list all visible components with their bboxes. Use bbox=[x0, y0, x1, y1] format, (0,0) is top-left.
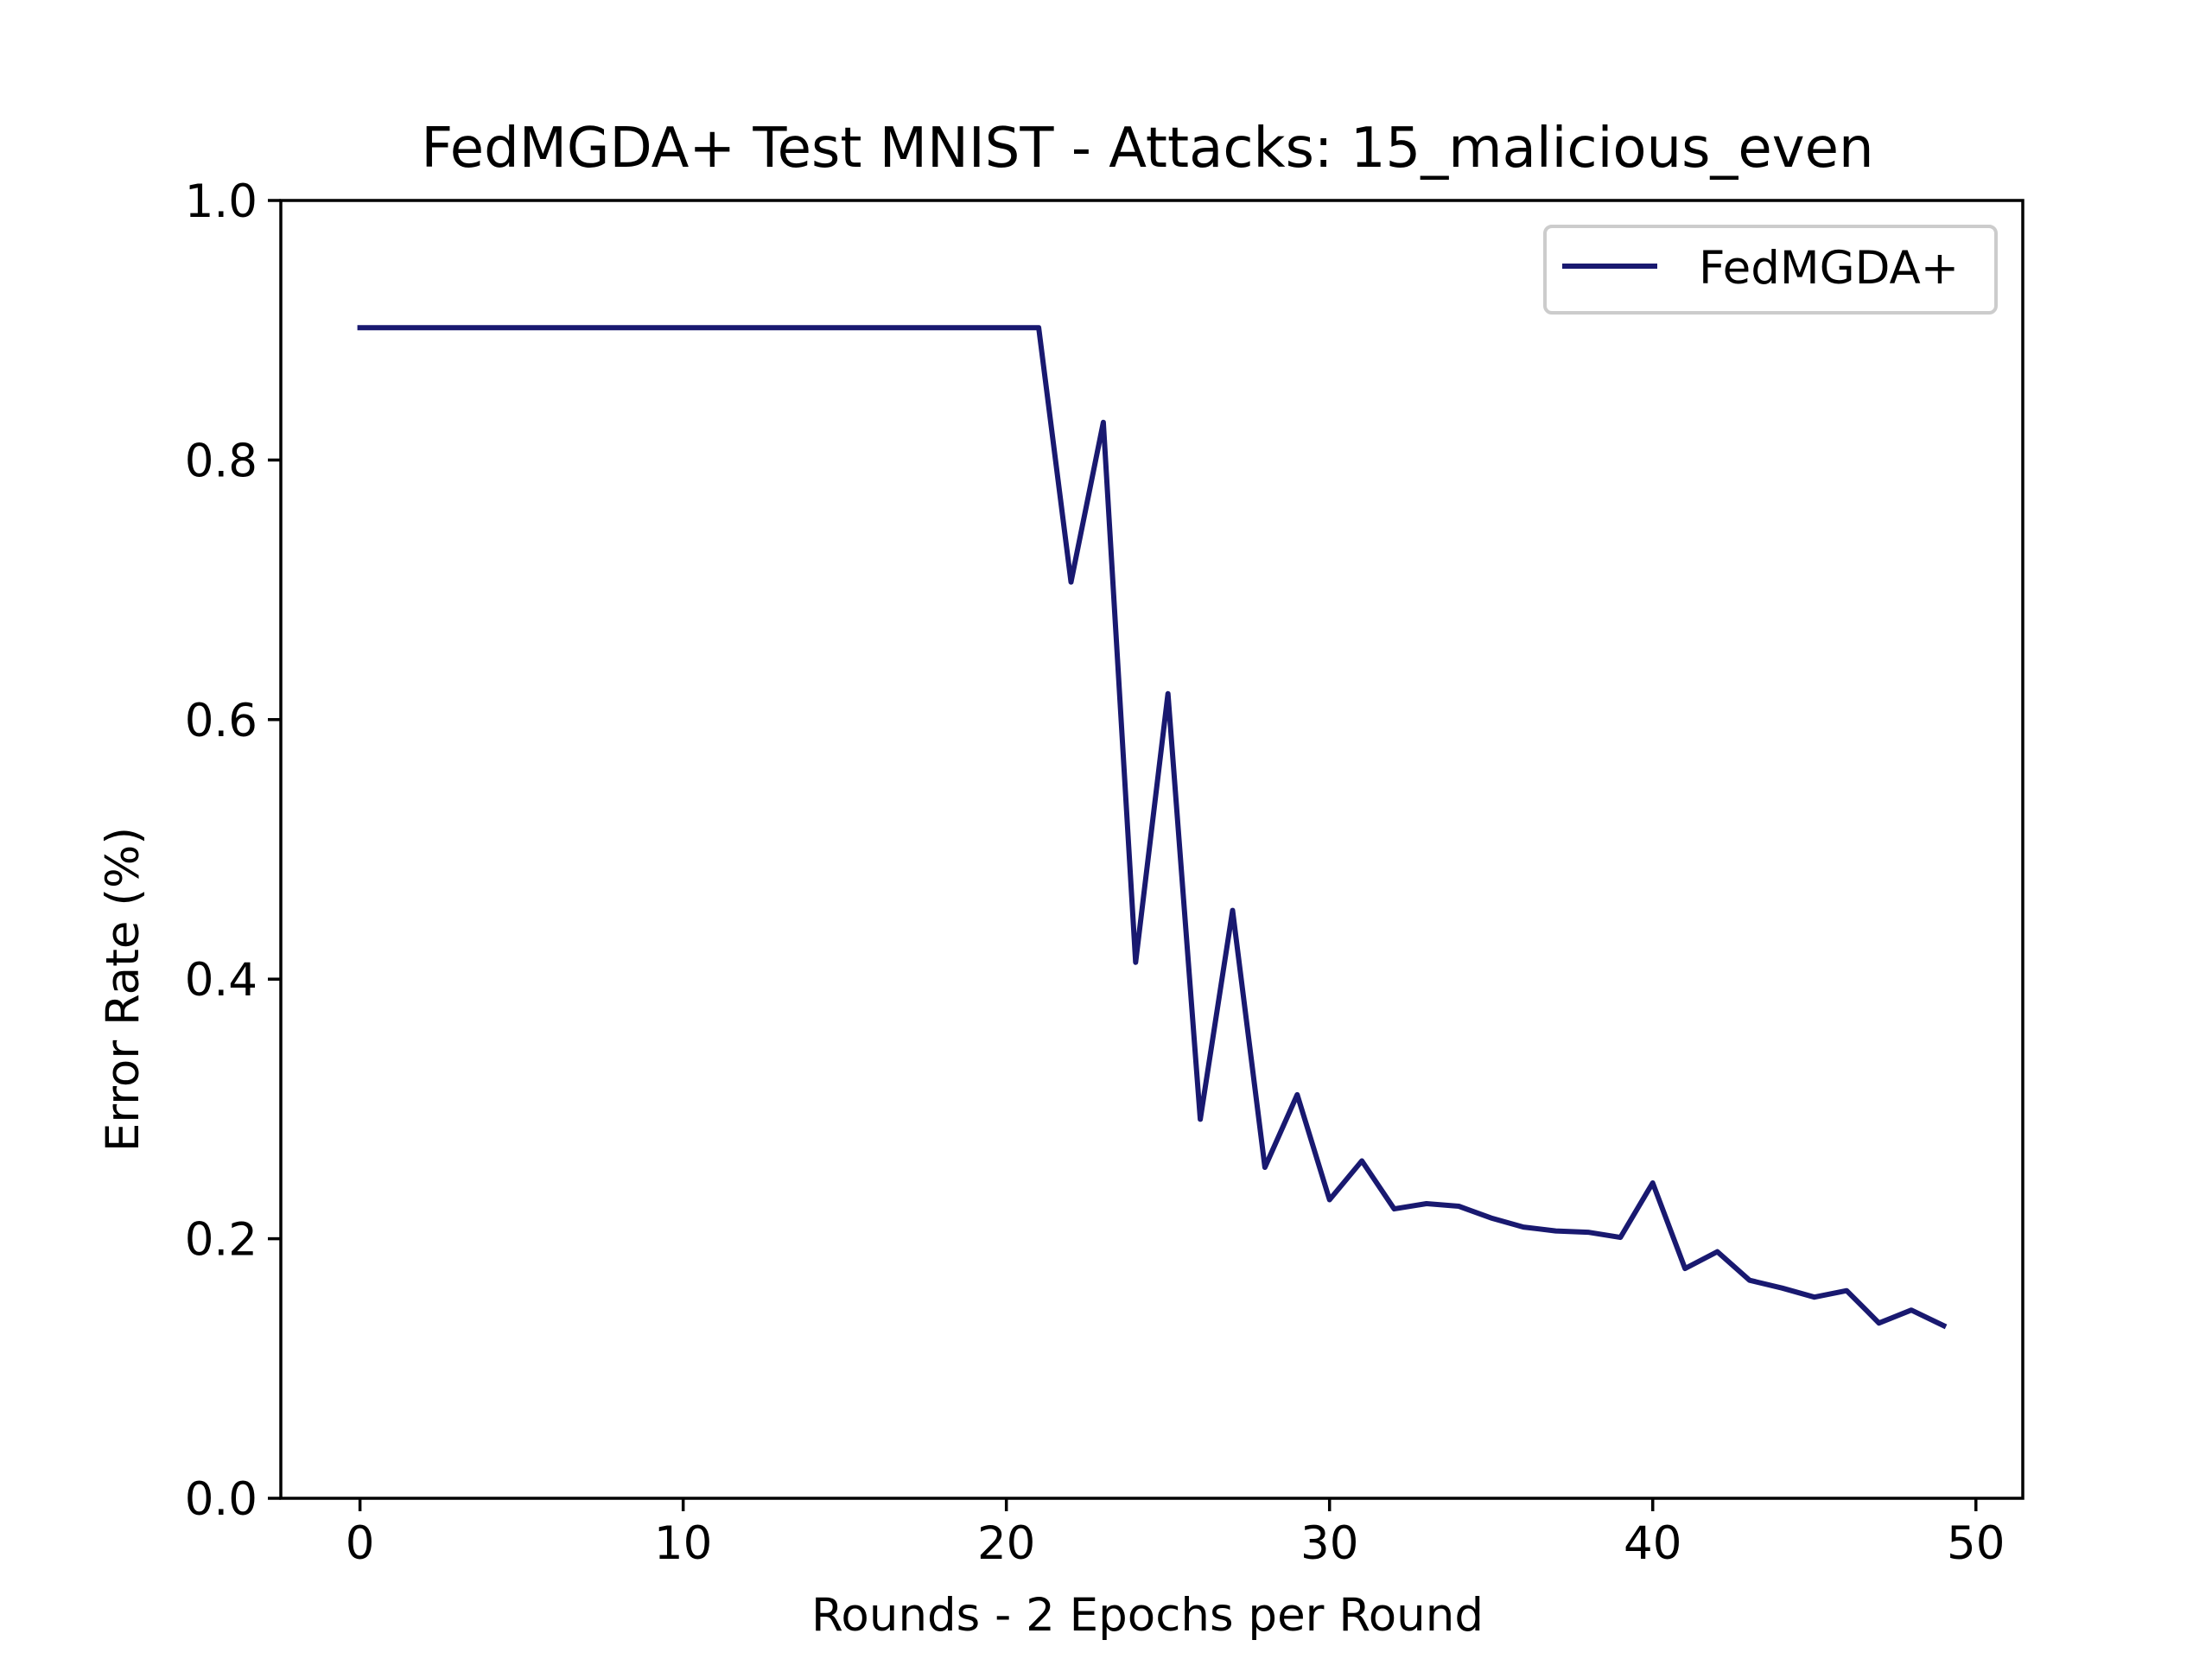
legend-label: FedMGDA+ bbox=[1699, 242, 1959, 295]
x-tick-label: 20 bbox=[977, 1517, 1035, 1570]
x-tick-label: 50 bbox=[1947, 1517, 2005, 1570]
legend: FedMGDA+ bbox=[1543, 225, 1998, 315]
y-tick-label: 1.0 bbox=[185, 175, 257, 228]
series-line-0 bbox=[357, 325, 1948, 1330]
x-tick-label: 40 bbox=[1624, 1517, 1681, 1570]
axes-frame bbox=[279, 199, 2024, 1500]
y-tick-label: 0.8 bbox=[185, 435, 257, 487]
y-tick-label: 0.2 bbox=[185, 1214, 257, 1267]
plot-area: 0 10 20 30 40 50 0.0 0.2 0.4 0.6 0.8 1.0 bbox=[185, 175, 2024, 1570]
chart-title: FedMGDA+ Test MNIST - Attacks: 15_malici… bbox=[421, 117, 1873, 181]
y-tick-label: 0.4 bbox=[185, 954, 257, 1007]
legend-box bbox=[1543, 225, 1998, 315]
y-tick-label: 0.6 bbox=[185, 695, 257, 747]
x-tick-label: 0 bbox=[346, 1517, 375, 1570]
x-axis-label: Rounds - 2 Epochs per Round bbox=[811, 1589, 1484, 1642]
x-tick-label: 10 bbox=[654, 1517, 712, 1570]
y-tick-label: 0.0 bbox=[185, 1473, 257, 1526]
y-axis-label: Error Rate (%) bbox=[97, 827, 149, 1152]
x-tick-label: 30 bbox=[1300, 1517, 1358, 1570]
